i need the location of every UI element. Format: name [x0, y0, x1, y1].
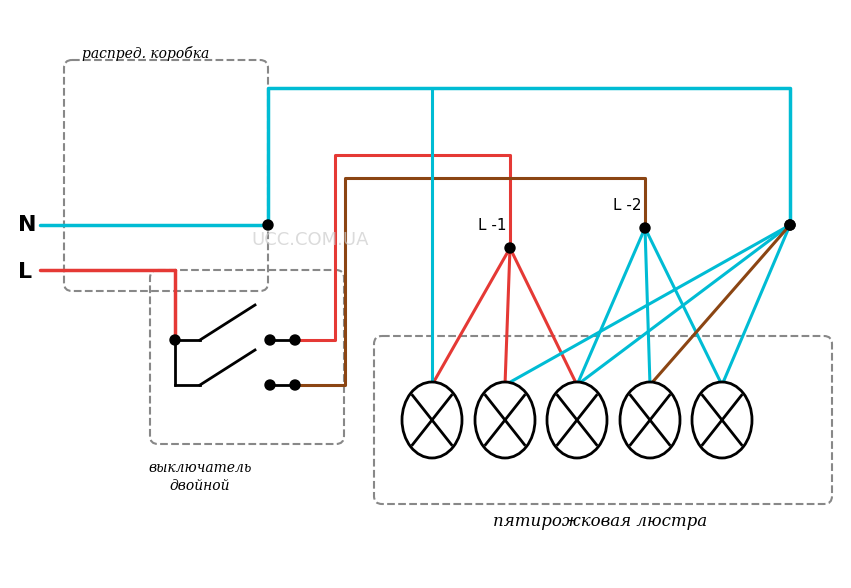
Circle shape	[785, 220, 795, 230]
Text: двойной: двойной	[169, 479, 231, 493]
Text: L -1: L -1	[477, 218, 506, 233]
Text: пятирожковая люстра: пятирожковая люстра	[493, 513, 707, 530]
Text: N: N	[18, 215, 37, 235]
Text: выключатель: выключатель	[148, 461, 252, 475]
Ellipse shape	[402, 382, 462, 458]
Circle shape	[170, 335, 180, 345]
Text: L -2: L -2	[613, 198, 642, 213]
Ellipse shape	[475, 382, 535, 458]
Ellipse shape	[547, 382, 607, 458]
Circle shape	[640, 223, 650, 233]
Text: UCC.COM.UA: UCC.COM.UA	[251, 231, 368, 249]
Circle shape	[265, 335, 275, 345]
Circle shape	[263, 220, 273, 230]
Circle shape	[265, 380, 275, 390]
Ellipse shape	[620, 382, 680, 458]
Ellipse shape	[692, 382, 752, 458]
Circle shape	[785, 220, 795, 230]
Circle shape	[290, 380, 300, 390]
Circle shape	[290, 335, 300, 345]
Circle shape	[505, 243, 515, 253]
Text: L: L	[18, 262, 32, 282]
Text: распред. коробка: распред. коробка	[82, 46, 209, 61]
